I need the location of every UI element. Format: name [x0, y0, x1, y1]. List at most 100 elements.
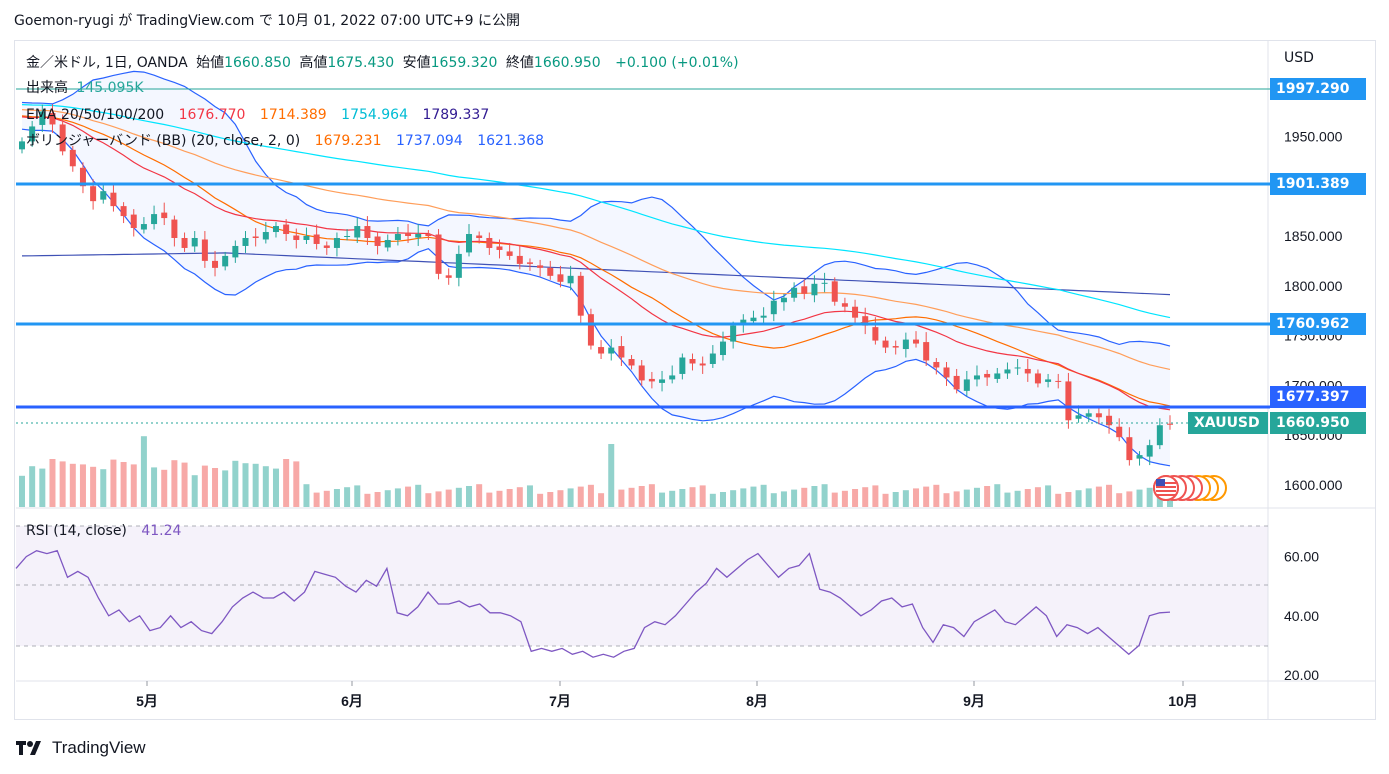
- footer-brand[interactable]: TradingView: [16, 736, 146, 760]
- candle-body: [303, 236, 310, 240]
- symbol-tag[interactable]: XAUUSD: [1188, 412, 1268, 434]
- volume-bar: [598, 493, 605, 507]
- volume-bar: [364, 493, 371, 507]
- candle-body: [100, 191, 107, 200]
- volume-bar: [222, 470, 229, 507]
- tradingview-logo-icon: [16, 741, 41, 755]
- candle-body: [323, 245, 330, 248]
- candle-body: [191, 237, 198, 247]
- legend-volume-value: 145.095K: [76, 80, 144, 96]
- volume-bar: [1146, 487, 1153, 507]
- candle-body: [882, 340, 889, 348]
- month-label: 10月: [1168, 693, 1198, 709]
- legend-low-label: 安値: [402, 55, 431, 71]
- rsi-tick-label: 20.00: [1284, 667, 1319, 683]
- volume-bar: [384, 490, 391, 507]
- candle-body: [1136, 455, 1143, 459]
- volume-bar: [466, 486, 473, 507]
- volume-bar: [567, 488, 574, 507]
- rsi-tick-label: 60.00: [1284, 549, 1319, 565]
- volume-bar: [201, 465, 208, 507]
- candle-body: [1014, 367, 1021, 369]
- volume-bar: [59, 461, 66, 507]
- candle-body: [201, 239, 208, 261]
- legend-change: +0.100 (+0.01%): [615, 55, 739, 71]
- volume-bar: [1024, 489, 1031, 507]
- volume-bar: [151, 467, 158, 507]
- volume-bar: [69, 463, 76, 507]
- candle-body: [354, 226, 361, 238]
- volume-bar: [526, 485, 533, 507]
- candle-body: [730, 325, 737, 342]
- candle-body: [49, 112, 56, 125]
- candle-body: [59, 124, 66, 152]
- ema20-line: [21, 116, 1171, 411]
- legend-close: 1660.950: [533, 55, 601, 71]
- candle-body: [892, 346, 899, 348]
- legend-ema20: 1676.770: [178, 107, 246, 123]
- volume-bar: [1045, 485, 1052, 507]
- candle-body: [486, 237, 493, 248]
- level-tag-4[interactable]: 1677.397: [1270, 386, 1366, 408]
- candle-body: [618, 346, 625, 358]
- volume-bar: [171, 460, 178, 507]
- legend-close-label: 終値: [505, 55, 534, 71]
- bb-lower-line: [21, 128, 1171, 467]
- volume-bar: [923, 486, 930, 507]
- candle-body: [333, 237, 340, 248]
- month-label: 9月: [963, 693, 985, 709]
- volume-bar: [181, 462, 188, 507]
- volume-bar: [1034, 487, 1041, 507]
- volume-bar: [323, 490, 330, 507]
- candle-body: [933, 361, 940, 368]
- level-tag-1[interactable]: 1997.290: [1270, 78, 1366, 100]
- candle-body: [638, 365, 645, 381]
- candle-body: [69, 149, 76, 167]
- price-tick-label: 1600.000: [1284, 477, 1343, 493]
- volume-bar: [303, 484, 310, 507]
- candle-body: [1156, 425, 1163, 446]
- last-price-tag[interactable]: 1660.950: [1270, 412, 1366, 434]
- volume-bar: [455, 487, 462, 507]
- candle-body: [750, 317, 757, 322]
- candle-body: [963, 379, 970, 391]
- volume-bar: [679, 489, 686, 507]
- volume-bar: [232, 460, 239, 507]
- volume-bar: [1004, 492, 1011, 507]
- rsi-tick-label: 40.00: [1284, 608, 1319, 624]
- volume-bar: [262, 466, 269, 507]
- volume-bar: [811, 486, 818, 507]
- chart-frame[interactable]: [14, 40, 1376, 720]
- candle-body: [262, 232, 269, 240]
- candle-body: [476, 235, 483, 238]
- candle-body: [831, 281, 838, 302]
- volume-bar: [841, 490, 848, 507]
- candle-body: [526, 262, 533, 264]
- legend-high: 1675.430: [327, 55, 395, 71]
- volume-bar: [557, 490, 564, 507]
- candle-body: [415, 234, 422, 238]
- legend-bb-lower: 1621.368: [477, 133, 545, 149]
- volume-bar: [740, 488, 747, 507]
- rsi-band-fill: [16, 526, 1268, 646]
- volume-bar: [760, 484, 767, 507]
- price-tick-label: 1950.000: [1284, 128, 1343, 144]
- ema100-line: [21, 104, 1171, 319]
- month-label: 5月: [136, 693, 158, 709]
- volume-bar: [476, 484, 483, 507]
- volume-bar: [984, 486, 991, 507]
- candle-body: [608, 347, 615, 354]
- us-flag-front-icon: [1153, 475, 1179, 501]
- candle-body: [283, 224, 290, 235]
- candle-body: [222, 255, 229, 267]
- candle-body: [466, 234, 473, 253]
- candle-body: [1045, 379, 1052, 382]
- publish-header: Goemon-ryugi が TradingView.com で 10月 01,…: [14, 13, 520, 29]
- level-tag-3[interactable]: 1760.962: [1270, 313, 1366, 335]
- legend-ema-label: EMA 20/50/100/200: [26, 107, 165, 123]
- candle-body: [709, 353, 716, 364]
- volume-bar: [516, 487, 523, 507]
- level-tag-2[interactable]: 1901.389: [1270, 173, 1366, 195]
- volume-bar: [638, 486, 645, 507]
